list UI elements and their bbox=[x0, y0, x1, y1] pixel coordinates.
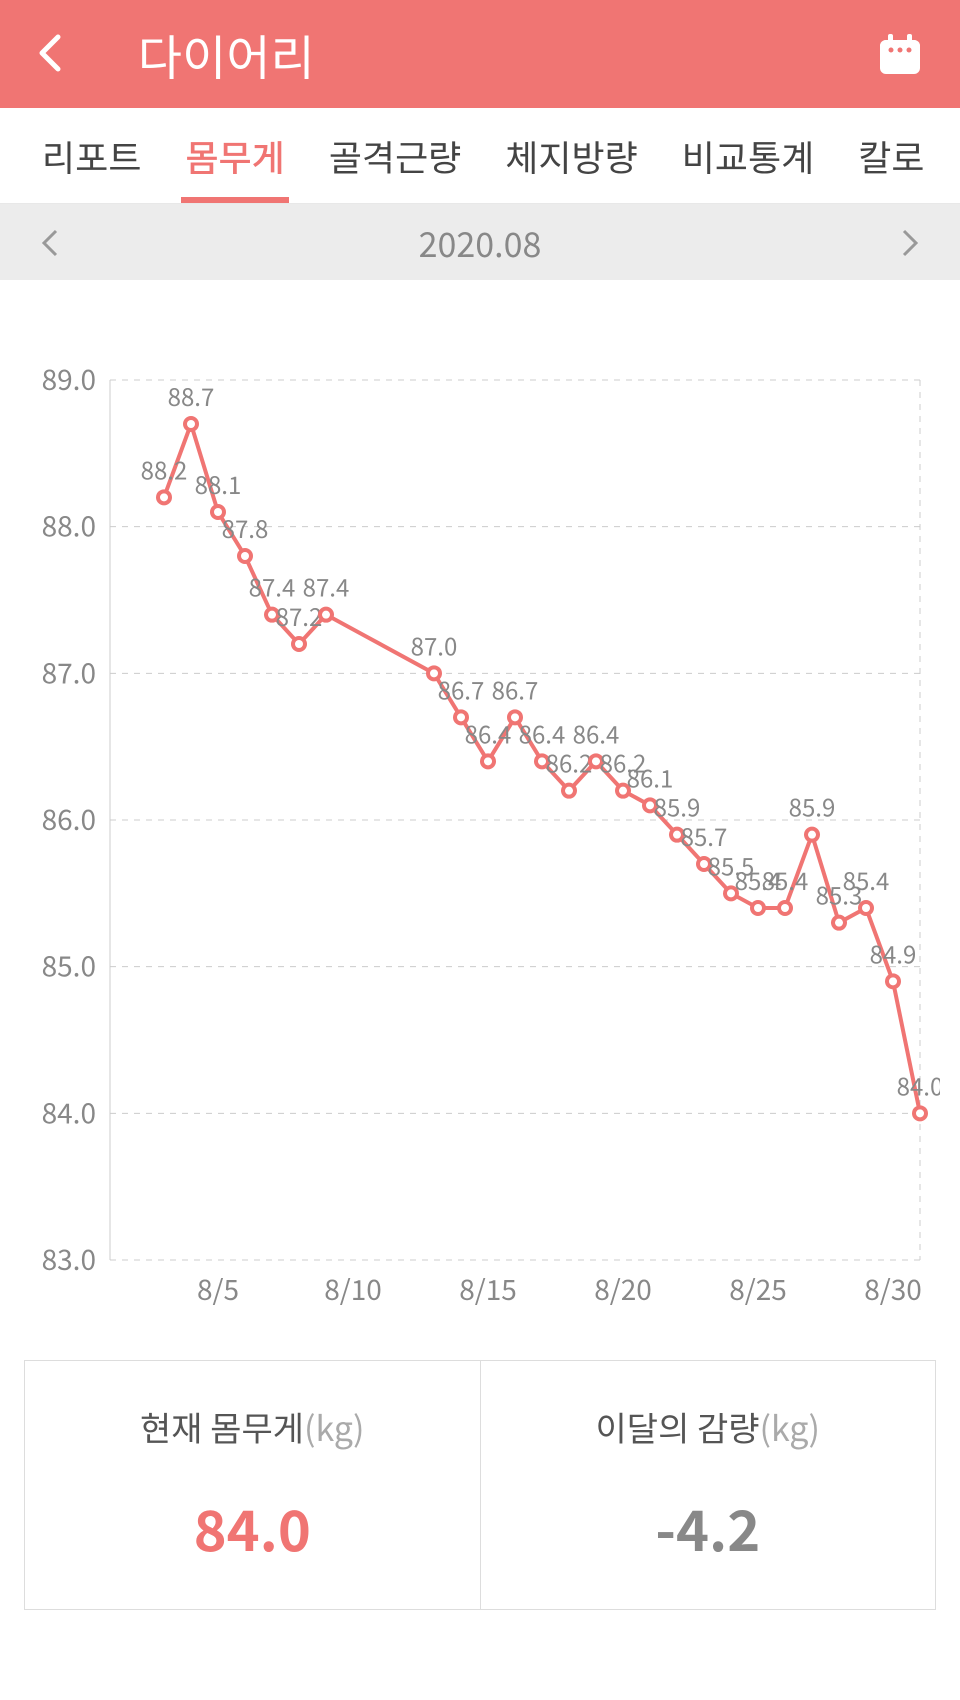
svg-text:87.0: 87.0 bbox=[411, 627, 458, 662]
next-month-button[interactable] bbox=[890, 213, 930, 271]
stat-label-text: 현재 몸무게 bbox=[140, 1402, 304, 1451]
svg-text:88.2: 88.2 bbox=[141, 451, 188, 486]
current-weight-value: 84.0 bbox=[194, 1487, 311, 1568]
chevron-left-icon bbox=[36, 33, 64, 73]
svg-text:85.0: 85.0 bbox=[42, 946, 96, 986]
current-weight-label: 현재 몸무게(kg) bbox=[140, 1402, 364, 1451]
svg-text:87.4: 87.4 bbox=[303, 569, 350, 604]
svg-text:8/30: 8/30 bbox=[864, 1269, 922, 1309]
svg-text:85.9: 85.9 bbox=[789, 789, 836, 824]
month-selector: 2020.08 bbox=[0, 204, 960, 280]
stat-unit: (kg) bbox=[304, 1402, 364, 1451]
tab-3[interactable]: 체지방량 bbox=[483, 108, 659, 203]
svg-text:86.4: 86.4 bbox=[465, 715, 512, 750]
loss-weight-value: -4.2 bbox=[655, 1487, 760, 1568]
chart-svg: 89.0 88.0 87.0 86.0 85.0 84.0 83.0 8/5 8/10 8/15 8… bbox=[20, 340, 940, 1340]
stat-label-text: 이달의 감량 bbox=[596, 1402, 760, 1451]
weight-chart: 89.0 88.0 87.0 86.0 85.0 84.0 83.0 8/5 8/10 8/15 8… bbox=[0, 280, 960, 1360]
current-weight-box: 현재 몸무게(kg) 84.0 bbox=[25, 1361, 481, 1609]
tab-bar: 리포트몸무게골격근량체지방량비교통계칼로 bbox=[0, 108, 960, 204]
svg-text:88.7: 88.7 bbox=[168, 378, 215, 413]
svg-text:86.7: 86.7 bbox=[438, 671, 485, 706]
svg-text:86.0: 86.0 bbox=[42, 799, 96, 839]
stats-panel: 현재 몸무게(kg) 84.0 이달의 감량(kg) -4.2 bbox=[24, 1360, 936, 1610]
month-label: 2020.08 bbox=[419, 218, 542, 267]
tab-1[interactable]: 몸무게 bbox=[163, 108, 306, 203]
svg-text:84.9: 84.9 bbox=[870, 935, 917, 970]
app-header: 다이어리 bbox=[0, 0, 960, 108]
svg-text:8/25: 8/25 bbox=[729, 1269, 787, 1309]
svg-text:88.0: 88.0 bbox=[42, 506, 96, 546]
svg-text:88.1: 88.1 bbox=[195, 466, 242, 501]
svg-text:84.0: 84.0 bbox=[897, 1067, 940, 1102]
tab-4[interactable]: 비교통계 bbox=[660, 108, 836, 203]
back-button[interactable] bbox=[36, 22, 86, 86]
chevron-left-icon bbox=[40, 227, 60, 259]
loss-weight-label: 이달의 감량(kg) bbox=[596, 1402, 820, 1451]
tab-5[interactable]: 칼로 bbox=[836, 108, 946, 203]
calendar-icon bbox=[876, 30, 924, 78]
svg-text:83.0: 83.0 bbox=[42, 1239, 96, 1279]
prev-month-button[interactable] bbox=[30, 213, 70, 271]
svg-text:87.8: 87.8 bbox=[222, 510, 269, 545]
svg-text:8/10: 8/10 bbox=[324, 1269, 382, 1309]
page-title: 다이어리 bbox=[138, 19, 876, 89]
stat-unit: (kg) bbox=[760, 1402, 820, 1451]
svg-text:85.4: 85.4 bbox=[843, 862, 890, 897]
calendar-button[interactable] bbox=[876, 30, 924, 78]
svg-text:8/5: 8/5 bbox=[197, 1269, 239, 1309]
svg-text:87.0: 87.0 bbox=[42, 652, 96, 692]
svg-text:8/15: 8/15 bbox=[459, 1269, 517, 1309]
chevron-right-icon bbox=[900, 227, 920, 259]
svg-text:86.7: 86.7 bbox=[492, 671, 539, 706]
loss-weight-box: 이달의 감량(kg) -4.2 bbox=[481, 1361, 936, 1609]
svg-text:8/20: 8/20 bbox=[594, 1269, 652, 1309]
svg-text:89.0: 89.0 bbox=[42, 359, 96, 399]
tab-2[interactable]: 골격근량 bbox=[307, 108, 483, 203]
svg-text:85.4: 85.4 bbox=[762, 862, 809, 897]
tab-0[interactable]: 리포트 bbox=[20, 108, 163, 203]
svg-text:84.0: 84.0 bbox=[42, 1092, 96, 1132]
